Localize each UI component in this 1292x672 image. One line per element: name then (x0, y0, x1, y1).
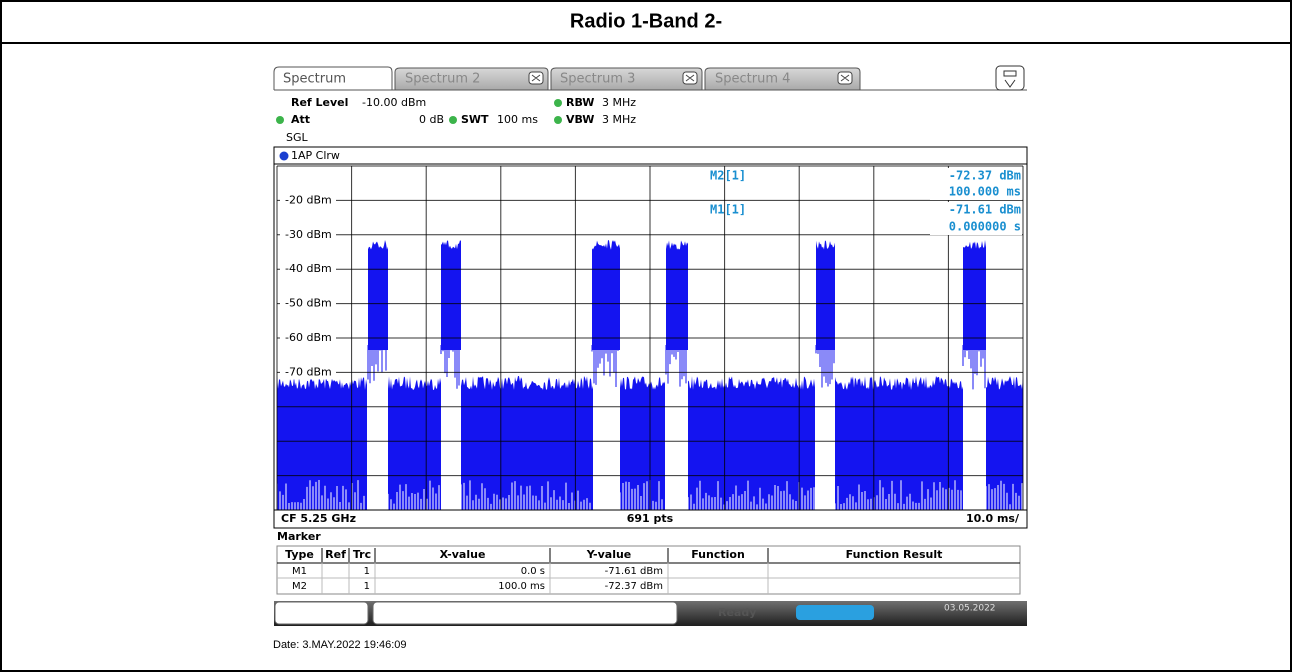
trace-burst (816, 240, 835, 350)
page-title: Radio 1-Band 2- (570, 10, 722, 32)
marker-level: -71.61 dBm (949, 203, 1021, 217)
tab-close-icons (528, 71, 853, 85)
status-dot (554, 116, 562, 124)
trace-floor (688, 376, 815, 510)
input-box[interactable] (372, 601, 678, 625)
tab[interactable] (550, 67, 703, 91)
tab-label[interactable]: Spectrum 3 (560, 72, 635, 87)
tab[interactable] (704, 67, 861, 91)
span: 10.0 ms/ (966, 512, 1020, 525)
marker-table: Type Ref Trc X-value Y-value Function Function… (276, 545, 1021, 595)
setting-value: 3 MHz (602, 113, 636, 126)
trace-floor (388, 376, 441, 510)
tab-label[interactable]: Spectrum 4 (715, 72, 790, 87)
tab[interactable] (394, 67, 549, 91)
label-bg (280, 227, 336, 242)
trace-dot (279, 151, 289, 161)
label-bg (280, 262, 336, 277)
trace-burst (666, 240, 688, 350)
setting-label: Att (291, 113, 310, 126)
label-bg (280, 296, 336, 311)
trace-burst (368, 240, 388, 350)
trace-burst (592, 240, 620, 350)
plot: -20 dBm -30 dBm -40 dBm -50 dBm -60 dBm -70 d… (276, 165, 1024, 511)
table-cell: M1 (292, 566, 307, 577)
table-cell: -71.61 dBm (605, 566, 663, 577)
menu-glyph (1003, 70, 1017, 88)
marker-level: -72.37 dBm (949, 169, 1021, 183)
table-header: Y-value (586, 548, 632, 561)
table-header: Function (691, 548, 745, 561)
setting-label: VBW (566, 113, 594, 126)
table-title: Marker (277, 530, 321, 543)
marker-position: 100.000 ms (949, 185, 1021, 199)
label-bg (280, 365, 336, 380)
table-cell: -72.37 dBm (605, 581, 663, 592)
setting-label: Ref Level (291, 96, 348, 109)
menu-icon[interactable] (995, 65, 1025, 91)
trace-floor (277, 376, 367, 510)
trace-floor (986, 376, 1023, 510)
table-cell: 1 (364, 566, 370, 577)
status-dot (554, 99, 562, 107)
y-label: -70 dBm (285, 365, 332, 378)
trace-burst (963, 240, 986, 350)
input-box[interactable] (274, 601, 369, 625)
status-dot (449, 116, 457, 124)
mode: SGL (286, 131, 309, 144)
progress (796, 605, 874, 620)
table-header: Trc (353, 548, 371, 561)
label-bg (280, 193, 336, 208)
setting-value: 0 dB (419, 113, 444, 126)
table-header: Function Result (846, 548, 943, 561)
tab[interactable] (273, 66, 393, 90)
table-frame (276, 545, 1021, 595)
tab-label[interactable]: Spectrum (283, 72, 346, 87)
trace-burst (441, 240, 461, 350)
trace-floor (835, 376, 963, 510)
status-date: 03.05.2022 (944, 604, 996, 614)
marker-name: M1[1] (710, 203, 746, 217)
table-cell: 0.0 s (521, 566, 545, 577)
center-frequency: CF 5.25 GHz (281, 512, 356, 525)
y-label: -20 dBm (285, 193, 332, 206)
setting-label: RBW (566, 96, 594, 109)
date-line: Date: 3.MAY.2022 19:46:09 (273, 639, 407, 651)
y-label: -40 dBm (285, 262, 332, 275)
setting-label: SWT (461, 113, 489, 126)
table-cell: 1 (364, 581, 370, 592)
setting-value: 3 MHz (602, 96, 636, 109)
y-label: -30 dBm (285, 228, 332, 241)
marker-position: 0.000000 s (949, 220, 1021, 234)
label-bg (930, 168, 1022, 200)
y-label: -60 dBm (285, 331, 332, 344)
table-header: X-value (440, 548, 486, 561)
table-header: Ref (325, 548, 346, 561)
tab-label[interactable]: Spectrum 2 (405, 72, 480, 87)
status-state: Ready (718, 606, 756, 619)
table-cell: 100.0 ms (498, 581, 545, 592)
trace-label: 1AP Clrw (291, 149, 340, 162)
sweep-points: 691 pts (627, 512, 674, 525)
marker-name: M2[1] (710, 169, 746, 183)
table-header: Type (285, 548, 314, 561)
setting-value: -10.00 dBm (362, 96, 426, 109)
setting-value: 100 ms (497, 113, 538, 126)
label-bg (280, 331, 336, 345)
status-dot (276, 116, 284, 124)
table-cell: M2 (292, 581, 307, 592)
label-bg (930, 202, 1022, 235)
y-label: -50 dBm (285, 297, 332, 310)
trace-floor (461, 376, 593, 510)
trace-floor (620, 376, 665, 510)
